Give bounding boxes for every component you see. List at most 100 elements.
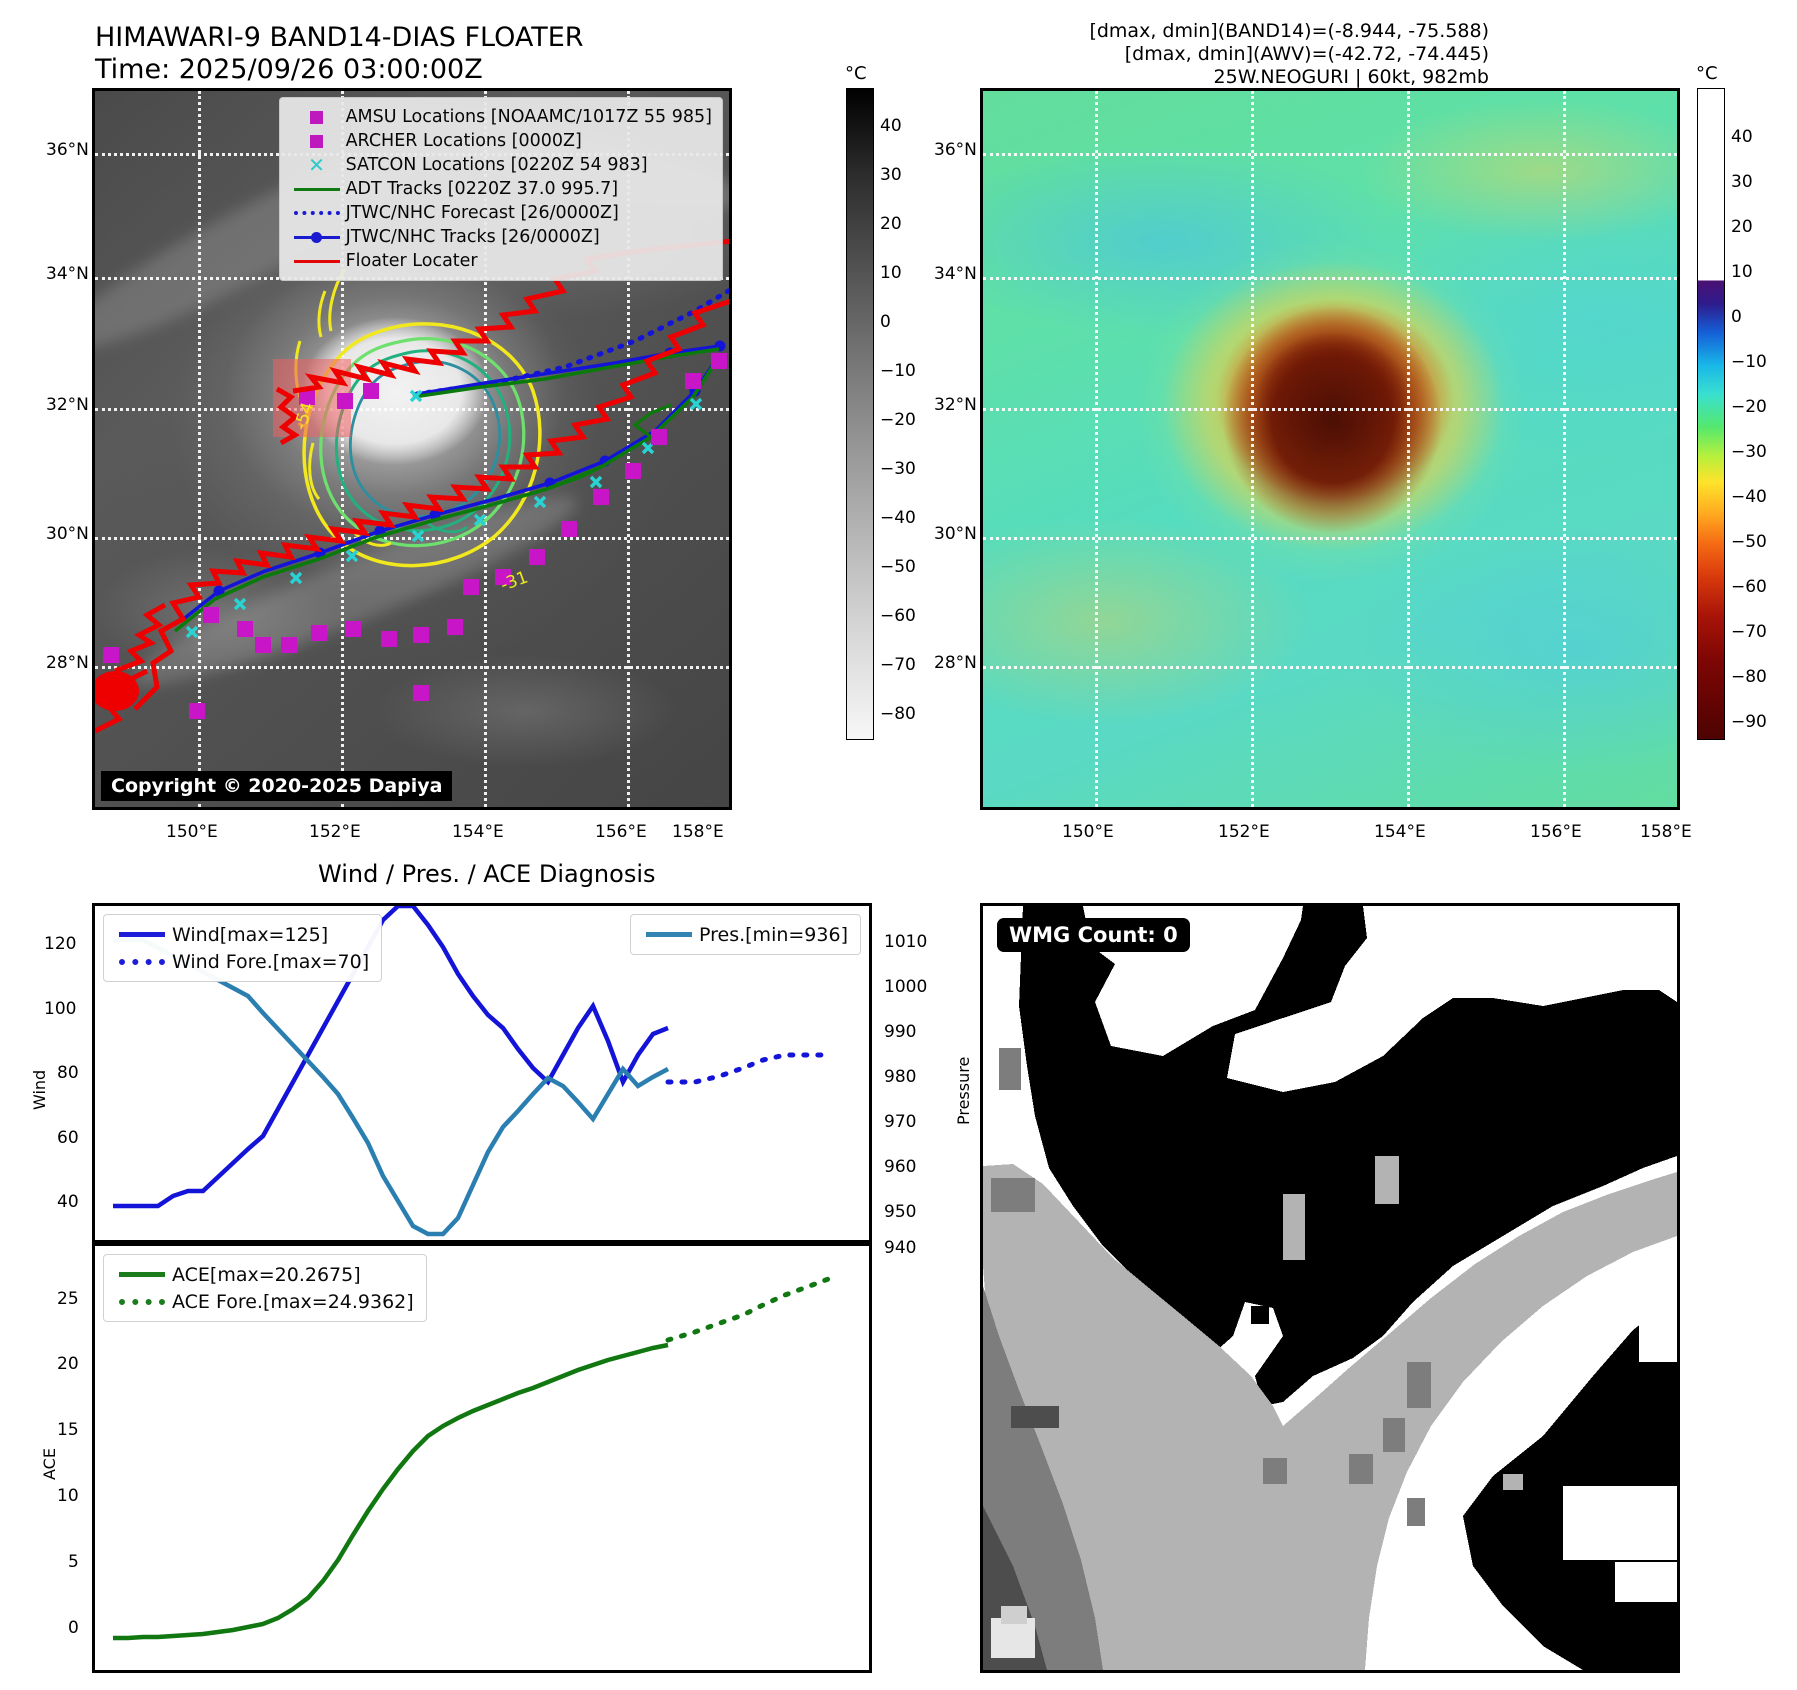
ace-ytick: 0 — [68, 1618, 79, 1638]
ace-ytick: 20 — [57, 1354, 79, 1374]
pressure-ytick: 960 — [884, 1157, 917, 1177]
legend-label: ACE Fore.[max=24.9362] — [172, 1290, 414, 1313]
ace-ytick: 10 — [57, 1486, 79, 1506]
cbar-gray-tick: 10 — [880, 263, 902, 283]
cbar-gray-tick: −20 — [880, 410, 916, 430]
gridline-lon — [198, 91, 201, 807]
pressure-ytick: 940 — [884, 1238, 917, 1258]
awv-lat-tick: 36°N — [934, 140, 977, 160]
legend-row: ARCHER Locations [0000Z] — [288, 129, 712, 153]
cbar-ir-tick: 30 — [1731, 172, 1753, 192]
ir-lat-tick: 34°N — [46, 264, 89, 284]
ace-ytick: 5 — [68, 1552, 79, 1572]
cbar-ir-tick: −20 — [1731, 397, 1767, 417]
ace-chart[interactable]: ACE[max=20.2675] ACE Fore.[max=24.9362] — [92, 1243, 872, 1673]
ir-lat-tick: 32°N — [46, 395, 89, 415]
pressure-ytick: 1010 — [884, 932, 928, 952]
wind-forecast-dotted-icon — [112, 958, 172, 965]
legend-label: ARCHER Locations [0000Z] — [345, 131, 582, 151]
gridline-lat — [95, 666, 729, 669]
ir-lat-tick: 30°N — [46, 524, 89, 544]
cbar-gray-tick: −30 — [880, 459, 916, 479]
cbar-ir-tick: 20 — [1731, 217, 1753, 237]
ir-lon-tick: 158°E — [672, 822, 724, 842]
awv-lon-tick: 154°E — [1374, 822, 1426, 842]
ir-lat-tick: 36°N — [46, 140, 89, 160]
pressure-ytick: 1000 — [884, 977, 928, 997]
gridline-lon — [1407, 91, 1410, 807]
ace-line-icon — [112, 1272, 172, 1277]
page-title: HIMAWARI-9 BAND14-DIAS FLOATER — [95, 22, 584, 53]
legend-row: Wind Fore.[max=70] — [112, 948, 369, 975]
jtwc-track-marker-icon — [288, 231, 346, 243]
cbar-ir-tick: −60 — [1731, 577, 1767, 597]
cbar-gray-tick: 0 — [880, 312, 891, 332]
legend-row: ✕ SATCON Locations [0220Z 54 983] — [288, 153, 712, 177]
ir-lon-tick: 156°E — [595, 822, 647, 842]
wind-ytick: 60 — [57, 1128, 79, 1148]
awv-enhanced-panel[interactable] — [980, 88, 1680, 810]
legend-label: JTWC/NHC Tracks [26/0000Z] — [345, 227, 600, 247]
cbar-ir-tick: 40 — [1731, 127, 1753, 147]
legend-label: Wind[max=125] — [172, 923, 329, 946]
cbar-ir-tick: −50 — [1731, 532, 1767, 552]
legend-label: ADT Tracks [0220Z 37.0 995.7] — [345, 179, 619, 199]
cbar-gray-tick: −80 — [880, 704, 916, 724]
cbar-ir-tick: −10 — [1731, 352, 1767, 372]
gridline-lat — [983, 408, 1677, 411]
cbar-gray-tick: −40 — [880, 508, 916, 528]
colorbar-ir — [1697, 88, 1725, 740]
gridline-lat — [983, 153, 1677, 156]
cbar-gray-tick: −10 — [880, 361, 916, 381]
awv-lon-tick: 158°E — [1640, 822, 1692, 842]
pressure-ytick: 980 — [884, 1067, 917, 1087]
cbar-ir-tick: −70 — [1731, 622, 1767, 642]
pressure-axis-label: Pressure — [954, 1056, 973, 1125]
legend-row: ACE[max=20.2675] — [112, 1261, 414, 1288]
legend-label: ACE[max=20.2675] — [172, 1263, 361, 1286]
awv-lon-tick: 150°E — [1062, 822, 1114, 842]
wind-ytick: 120 — [44, 934, 77, 954]
wind-ytick: 100 — [44, 999, 77, 1019]
legend-row: Wind[max=125] — [112, 921, 369, 948]
ace-legend: ACE[max=20.2675] ACE Fore.[max=24.9362] — [103, 1254, 427, 1322]
legend-label: Pres.[min=936] — [699, 923, 848, 946]
gridline-lat — [983, 666, 1677, 669]
legend-label: SATCON Locations [0220Z 54 983] — [345, 155, 648, 175]
gridline-lon — [1563, 91, 1566, 807]
stats-awv: [dmax, dmin](AWV)=(-42.72, -74.445) — [1124, 43, 1489, 65]
cbar-ir-tick: 10 — [1731, 262, 1753, 282]
wmg-panel[interactable]: WMG Count: 0 — [980, 903, 1680, 1673]
series-ace — [113, 1342, 669, 1641]
colorbar-ir-unit: °C — [1696, 63, 1718, 84]
legend-row: JTWC/NHC Tracks [26/0000Z] — [288, 225, 712, 249]
wind-pressure-chart[interactable]: Wind[max=125] Wind Fore.[max=70] Pres.[m… — [92, 903, 872, 1243]
satcon-cross-icon: ✕ — [308, 153, 325, 177]
amsu-square-icon — [288, 110, 346, 124]
stats-band14: [dmax, dmin](BAND14)=(-8.944, -75.588) — [1089, 20, 1489, 42]
wmg-count-badge: WMG Count: 0 — [997, 918, 1190, 952]
series-ace-forecast — [665, 1275, 834, 1343]
colorbar-gray-unit: °C — [845, 63, 867, 84]
cbar-gray-tick: 20 — [880, 214, 902, 234]
cbar-ir-tick: −40 — [1731, 487, 1767, 507]
wind-line-icon — [112, 932, 172, 937]
floater-line-icon — [288, 259, 346, 263]
page-timestamp: Time: 2025/09/26 03:00:00Z — [95, 54, 483, 85]
cbar-ir-tick: −80 — [1731, 667, 1767, 687]
legend-row: Pres.[min=936] — [639, 921, 848, 948]
wind-axis-label: Wind — [30, 1069, 49, 1110]
gridline-lat — [95, 537, 729, 540]
diagnosis-title: Wind / Pres. / ACE Diagnosis — [318, 860, 656, 888]
gridline-lon — [1095, 91, 1098, 807]
ir-lat-tick: 28°N — [46, 653, 89, 673]
ir-satellite-panel[interactable]: -54 -31 AMSU Locations [NOAAMC/1017Z 55 … — [92, 88, 732, 810]
wmg-image — [983, 906, 1677, 1670]
ace-axis-label: ACE — [40, 1448, 59, 1480]
ace-ytick: 15 — [57, 1420, 79, 1440]
ace-forecast-dotted-icon — [112, 1298, 172, 1305]
wind-legend: Wind[max=125] Wind Fore.[max=70] — [103, 914, 383, 982]
pressure-line-icon — [639, 932, 699, 937]
series-wind-forecast — [665, 1052, 834, 1085]
pressure-legend: Pres.[min=936] — [630, 914, 861, 955]
